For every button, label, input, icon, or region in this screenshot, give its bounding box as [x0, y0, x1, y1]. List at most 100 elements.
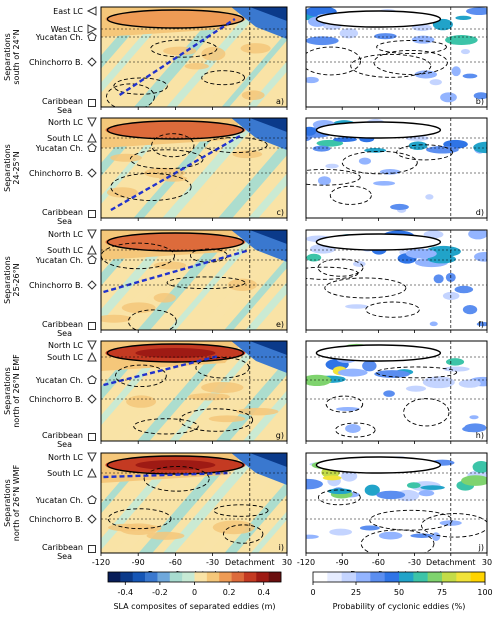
panel-label: h): [476, 431, 484, 440]
prob-patch: [422, 376, 455, 389]
diamond-marker: [87, 168, 97, 178]
y-tick-label: Sea: [57, 106, 72, 115]
x-tick-label: Detachment: [225, 558, 275, 567]
sla-band: [137, 341, 237, 441]
sla-blob: [110, 153, 142, 162]
panel-frame: [100, 6, 288, 108]
y-tick-label: Sea: [57, 329, 72, 338]
prob-patch: [473, 141, 487, 154]
prob-patch: [443, 366, 470, 372]
prob-patch: [433, 274, 444, 284]
panel-frame: [305, 6, 488, 108]
row-5: North LC South LC Yucatan Ch. Chinchorro B.…: [3, 452, 492, 579]
x-tick-label: -120: [92, 558, 110, 567]
prob-patch: [353, 261, 366, 267]
prob-patch: [345, 304, 368, 309]
solid-contour: [315, 344, 442, 362]
dashed-contour: [166, 276, 246, 290]
square-marker: [88, 99, 96, 107]
prob-patch: [390, 203, 409, 211]
prob-patch: [378, 531, 403, 540]
prob-patch: [429, 321, 438, 327]
y-tick-label: Sea: [57, 552, 72, 561]
prob-patch: [472, 461, 487, 473]
dashed-contour: [129, 149, 204, 170]
sla-blob: [187, 393, 230, 401]
sla-blob: [240, 43, 271, 54]
dashed-contour: [133, 418, 199, 435]
dashed-contour: [127, 309, 177, 330]
dashed-contour: [369, 509, 453, 531]
y-tick-label: West LC: [51, 25, 84, 34]
x-tick-label: -30: [408, 558, 421, 567]
prob-patch: [306, 36, 339, 46]
row-group-label: Separations: [3, 144, 12, 192]
sla-blob: [236, 407, 279, 416]
cold-core: [249, 230, 287, 244]
prob-patch: [461, 475, 487, 486]
panel-frame: [100, 340, 288, 442]
dashed-contour: [110, 172, 192, 201]
up-marker: [87, 244, 97, 255]
diamond-marker: [87, 394, 97, 404]
colorbar-label: SLA composites of separated eddies (m): [113, 602, 275, 611]
prob-patch: [458, 379, 481, 388]
colorbar-swatch: [384, 572, 400, 582]
sla-blob: [201, 46, 226, 61]
right-panel-field: [306, 7, 487, 107]
warm-band-core: [105, 10, 246, 28]
warm-band-core: [105, 233, 246, 251]
prob-patch: [442, 291, 460, 300]
prob-patch: [466, 7, 487, 15]
y-tick-label: Chinchorro B.: [29, 515, 83, 524]
row-group-label: Separations: [3, 479, 12, 527]
sla-band: [269, 533, 287, 553]
sla-band: [137, 230, 237, 330]
prob-patch: [317, 176, 331, 186]
y-tick-label: Yucatan Ch.: [35, 33, 83, 42]
y-tick-label: North LC: [48, 341, 83, 350]
colorbar-probability: 0 25 50 75 100 Probability of cyclonic eddies…: [310, 571, 493, 611]
sla-band: [243, 390, 287, 441]
left-panel-field: [101, 341, 287, 441]
sla-band: [110, 7, 209, 107]
row-group-label: Separations: [3, 256, 12, 304]
prob-patch: [406, 482, 421, 489]
x-tick-label: -90: [132, 558, 145, 567]
solid-contour: [315, 456, 442, 474]
dashed-contour: [179, 408, 254, 432]
sla-blob: [106, 187, 138, 198]
prob-patch: [341, 470, 358, 482]
colorbar-tick-label: 0.2: [223, 588, 236, 597]
colorbar-swatch: [132, 572, 146, 582]
dashed-contour: [151, 133, 195, 158]
sla-band: [138, 453, 240, 553]
y-tick-label: Sea: [57, 440, 72, 449]
row-group-label: 25-26°N: [12, 263, 21, 296]
y-tick-label: North LC: [48, 453, 83, 462]
diamond-marker: [87, 57, 97, 67]
solid-contour: [106, 232, 245, 252]
prob-patch: [359, 525, 380, 531]
y-tick-label: Caribbean: [42, 208, 83, 217]
prob-patch: [423, 230, 444, 239]
y-tick-label: South LC: [47, 469, 83, 478]
panel-frame: [305, 229, 488, 331]
sla-blob: [146, 531, 185, 540]
sla-band: [250, 511, 287, 553]
warm-band-core: [105, 121, 246, 139]
right-panel-field: [306, 453, 487, 553]
row-group-label: south of 24°N: [12, 29, 21, 84]
solid-contour: [315, 10, 442, 28]
colorbar-swatch: [313, 572, 328, 582]
square-marker: [88, 545, 96, 553]
colorbar-swatch: [442, 572, 457, 582]
prob-patch: [474, 251, 487, 262]
row-group-label: north of 26°N EMF: [12, 354, 21, 428]
sla-band: [190, 7, 287, 107]
pentagon-marker: [87, 32, 97, 41]
colorbar-swatch: [427, 572, 443, 582]
colorbar-swatch: [243, 572, 257, 582]
